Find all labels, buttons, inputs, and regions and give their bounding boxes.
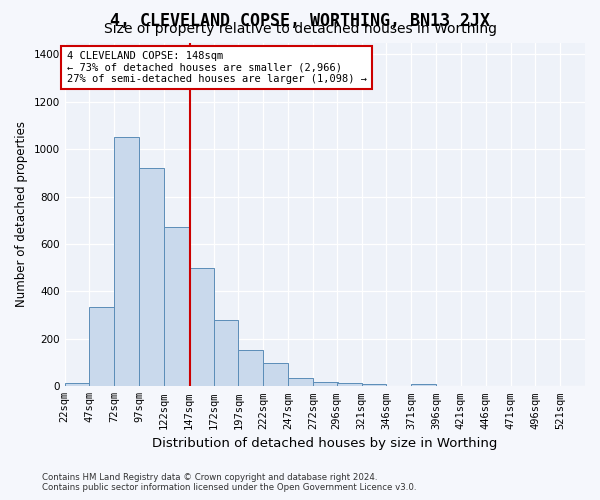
Bar (115, 138, 139, 386)
Bar (89, 307, 115, 386)
Bar (139, 168, 164, 386)
Text: Size of property relative to detached houses in Worthing: Size of property relative to detached ho… (104, 22, 497, 36)
Text: Contains HM Land Registry data © Crown copyright and database right 2024.
Contai: Contains HM Land Registry data © Crown c… (42, 473, 416, 492)
Bar (214, 320, 238, 386)
Text: 4, CLEVELAND COPSE, WORTHING, BN13 2JX: 4, CLEVELAND COPSE, WORTHING, BN13 2JX (110, 12, 490, 30)
Bar (263, 362, 288, 386)
Bar (337, 382, 362, 386)
Text: 4 CLEVELAND COPSE: 148sqm
← 73% of detached houses are smaller (2,966)
27% of se: 4 CLEVELAND COPSE: 148sqm ← 73% of detac… (67, 51, 367, 84)
Bar (313, 382, 338, 386)
X-axis label: Distribution of detached houses by size in Worthing: Distribution of detached houses by size … (152, 437, 497, 450)
Bar (189, 268, 214, 386)
Bar (164, 228, 189, 386)
Bar (411, 384, 436, 386)
Bar (65, 382, 89, 386)
Bar (288, 378, 313, 386)
Bar (238, 350, 263, 387)
Y-axis label: Number of detached properties: Number of detached properties (15, 122, 28, 308)
Bar (362, 384, 386, 386)
